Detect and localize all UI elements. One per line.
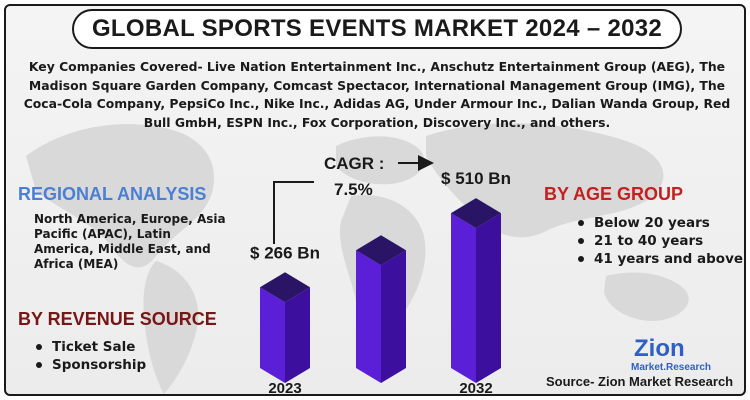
logo-sub: Market.Research	[631, 362, 711, 373]
bar-1	[260, 272, 310, 383]
list-item: 21 to 40 years	[578, 232, 743, 250]
list-item: Ticket Sale	[36, 338, 146, 356]
bar-side-face	[285, 287, 310, 383]
bar-front-face	[451, 213, 476, 383]
cagr-label: CAGR :	[324, 154, 384, 173]
age-group-title: BY AGE GROUP	[544, 184, 684, 204]
labels-group: $ 266 Bn 2023 $ 510 Bn 2032	[250, 169, 511, 396]
infographic-frame: GLOBAL SPORTS EVENTS MARKET 2024 – 2032 …	[4, 4, 746, 396]
revenue-source-list: Ticket Sale Sponsorship	[36, 338, 146, 374]
bar-side-face	[381, 250, 406, 383]
zion-logo: Zion Market.Research	[631, 335, 711, 373]
list-item: 41 years and above	[578, 250, 743, 268]
revenue-source-title: BY REVENUE SOURCE	[18, 309, 217, 329]
bar-3	[451, 198, 501, 383]
cagr-connector-line	[273, 181, 314, 244]
category-label: 2023	[268, 380, 301, 396]
bars-group	[260, 198, 501, 383]
bar-front-face	[356, 250, 381, 383]
value-label: $ 510 Bn	[441, 169, 511, 188]
bar-front-face	[260, 287, 285, 383]
cagr-value: 7.5%	[334, 180, 373, 199]
value-label: $ 266 Bn	[250, 243, 320, 262]
source-credit: Source- Zion Market Research	[546, 374, 734, 389]
bar-top-face	[451, 198, 501, 229]
page-title: GLOBAL SPORTS EVENTS MARKET 2024 – 2032	[72, 9, 682, 49]
category-label: 2032	[459, 380, 492, 396]
key-companies-text: Key Companies Covered- Live Nation Enter…	[23, 59, 731, 130]
age-group-list: Below 20 years 21 to 40 years 41 years a…	[578, 214, 743, 268]
bar-top-face	[356, 235, 406, 266]
regional-analysis-title: REGIONAL ANALYSIS	[18, 184, 207, 204]
list-item: Sponsorship	[36, 356, 146, 374]
market-size-chart: $ 266 Bn 2023 $ 510 Bn 2032 CAGR : 7.5%	[250, 154, 511, 396]
bar-top-face	[260, 272, 310, 303]
bar-side-face	[476, 213, 501, 383]
list-item: Below 20 years	[578, 214, 743, 232]
logo-name: Zion	[634, 335, 685, 362]
bar-2	[356, 235, 406, 383]
regional-analysis-text: North America, Europe, Asia Pacific (APA…	[34, 212, 226, 271]
